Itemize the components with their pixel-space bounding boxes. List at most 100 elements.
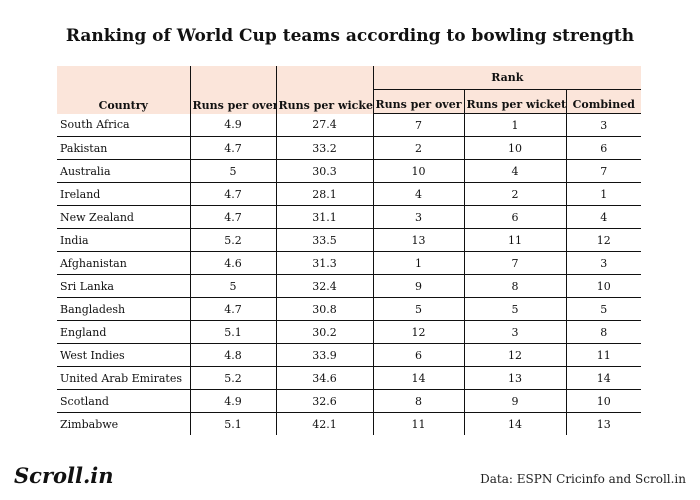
- cell-runs-per-wicket: 30.8: [275, 297, 373, 321]
- cell-runs-per-wicket: 42.1: [275, 412, 373, 435]
- cell-rank-combined: 8: [565, 320, 642, 344]
- column-header-country: Country: [57, 66, 190, 114]
- bowling-ranking-table: Country Runs per over Runs per wicket Ra…: [57, 66, 642, 435]
- cell-runs-per-wicket: 30.2: [275, 320, 373, 344]
- cell-country: Sri Lanka: [57, 274, 190, 298]
- cell-rank-runs-per-wicket: 14: [463, 412, 566, 435]
- cell-rank-combined: 5: [565, 297, 642, 321]
- cell-rank-runs-per-over: 8: [372, 389, 464, 413]
- cell-runs-per-wicket: 34.6: [275, 366, 373, 390]
- cell-runs-per-wicket: 32.6: [275, 389, 373, 413]
- cell-runs-per-over: 5.2: [189, 366, 276, 390]
- table-row: India 5.2 33.5 13 11 12: [57, 228, 642, 252]
- cell-rank-runs-per-over: 9: [372, 274, 464, 298]
- cell-rank-combined: 13: [565, 412, 642, 435]
- cell-country: England: [57, 320, 190, 344]
- table-row: Pakistan 4.7 33.2 2 10 6: [57, 136, 642, 160]
- table-row: Sri Lanka 5 32.4 9 8 10: [57, 274, 642, 298]
- cell-rank-runs-per-wicket: 2: [463, 182, 566, 206]
- cell-country: Afghanistan: [57, 251, 190, 275]
- cell-country: West Indies: [57, 343, 190, 367]
- cell-rank-combined: 11: [565, 343, 642, 367]
- table-row: England 5.1 30.2 12 3 8: [57, 320, 642, 344]
- cell-country: India: [57, 228, 190, 252]
- cell-rank-combined: 4: [565, 205, 642, 229]
- cell-rank-combined: 10: [565, 389, 642, 413]
- cell-rank-runs-per-wicket: 3: [463, 320, 566, 344]
- cell-rank-combined: 7: [565, 159, 642, 183]
- cell-runs-per-wicket: 32.4: [275, 274, 373, 298]
- cell-rank-combined: 6: [565, 136, 642, 160]
- cell-rank-runs-per-wicket: 9: [463, 389, 566, 413]
- table-row: Afghanistan 4.6 31.3 1 7 3: [57, 251, 642, 275]
- scroll-logo: Scroll.in: [14, 463, 114, 488]
- cell-rank-runs-per-wicket: 13: [463, 366, 566, 390]
- cell-runs-per-over: 4.6: [189, 251, 276, 275]
- cell-country: Pakistan: [57, 136, 190, 160]
- table-row: Bangladesh 4.7 30.8 5 5 5: [57, 297, 642, 321]
- data-source-note: Data: ESPN Cricinfo and Scroll.in: [480, 472, 686, 486]
- cell-rank-runs-per-wicket: 11: [463, 228, 566, 252]
- cell-rank-runs-per-over: 2: [372, 136, 464, 160]
- column-group-header-rank: Rank: [372, 66, 642, 90]
- column-header-rank-combined: Combined: [565, 89, 642, 114]
- column-header-runs-per-over: Runs per over: [189, 66, 276, 114]
- cell-rank-runs-per-over: 13: [372, 228, 464, 252]
- cell-rank-runs-per-over: 10: [372, 159, 464, 183]
- column-header-rank-runs-per-over: Runs per over: [372, 89, 464, 114]
- cell-rank-runs-per-over: 7: [372, 113, 464, 137]
- cell-runs-per-over: 4.7: [189, 205, 276, 229]
- table-row: United Arab Emirates 5.2 34.6 14 13 14: [57, 366, 642, 390]
- cell-country: South Africa: [57, 113, 190, 137]
- cell-runs-per-wicket: 27.4: [275, 113, 373, 137]
- cell-runs-per-over: 5.1: [189, 412, 276, 435]
- cell-runs-per-over: 4.9: [189, 389, 276, 413]
- table-row: New Zealand 4.7 31.1 3 6 4: [57, 205, 642, 229]
- cell-runs-per-wicket: 31.1: [275, 205, 373, 229]
- column-header-runs-per-wicket: Runs per wicket: [275, 66, 373, 114]
- table-row: West Indies 4.8 33.9 6 12 11: [57, 343, 642, 367]
- chart-title: Ranking of World Cup teams according to …: [65, 26, 635, 46]
- cell-country: Zimbabwe: [60, 417, 119, 431]
- cell-rank-runs-per-over: 11: [372, 412, 464, 435]
- cell-rank-runs-per-wicket: 5: [463, 297, 566, 321]
- cell-rank-runs-per-wicket: 1: [463, 113, 566, 137]
- cell-rank-runs-per-wicket: 12: [463, 343, 566, 367]
- cell-runs-per-wicket: 30.3: [275, 159, 373, 183]
- cell-country: Bangladesh: [57, 297, 190, 321]
- cell-runs-per-wicket: 33.2: [275, 136, 373, 160]
- cell-rank-runs-per-wicket: 7: [463, 251, 566, 275]
- cell-runs-per-over: 5: [189, 159, 276, 183]
- cell-rank-runs-per-over: 12: [372, 320, 464, 344]
- cell-rank-runs-per-wicket: 6: [463, 205, 566, 229]
- table-row: Zimbabwe 5.1 42.1 11 14 13: [57, 412, 642, 435]
- cell-runs-per-over: 4.7: [189, 136, 276, 160]
- cell-rank-runs-per-wicket: 10: [463, 136, 566, 160]
- cell-rank-runs-per-wicket: 8: [463, 274, 566, 298]
- cell-runs-per-over: 4.7: [189, 182, 276, 206]
- cell-rank-runs-per-over: 5: [372, 297, 464, 321]
- cell-runs-per-over: 5: [189, 274, 276, 298]
- cell-country: New Zealand: [57, 205, 190, 229]
- cell-rank-runs-per-over: 14: [372, 366, 464, 390]
- cell-rank-combined: 3: [565, 113, 642, 137]
- cell-rank-runs-per-over: 6: [372, 343, 464, 367]
- cell-country: United Arab Emirates: [57, 366, 190, 390]
- cell-country: Australia: [57, 159, 190, 183]
- cell-country: Ireland: [57, 182, 190, 206]
- table-row: Ireland 4.7 28.1 4 2 1: [57, 182, 642, 206]
- cell-rank-combined: 3: [565, 251, 642, 275]
- column-header-rank-runs-per-wicket: Runs per wicket: [463, 89, 566, 114]
- table-row: South Africa 4.9 27.4 7 1 3: [57, 113, 642, 137]
- cell-rank-runs-per-over: 3: [372, 205, 464, 229]
- cell-runs-per-over: 4.8: [189, 343, 276, 367]
- cell-rank-combined: 1: [565, 182, 642, 206]
- cell-runs-per-wicket: 33.9: [275, 343, 373, 367]
- table-row: Australia 5 30.3 10 4 7: [57, 159, 642, 183]
- cell-runs-per-over: 5.1: [189, 320, 276, 344]
- cell-rank-combined: 10: [565, 274, 642, 298]
- table-row: Scotland 4.9 32.6 8 9 10: [57, 389, 642, 413]
- cell-country: Scotland: [57, 389, 190, 413]
- cell-runs-per-wicket: 31.3: [275, 251, 373, 275]
- cell-runs-per-over: 4.7: [189, 297, 276, 321]
